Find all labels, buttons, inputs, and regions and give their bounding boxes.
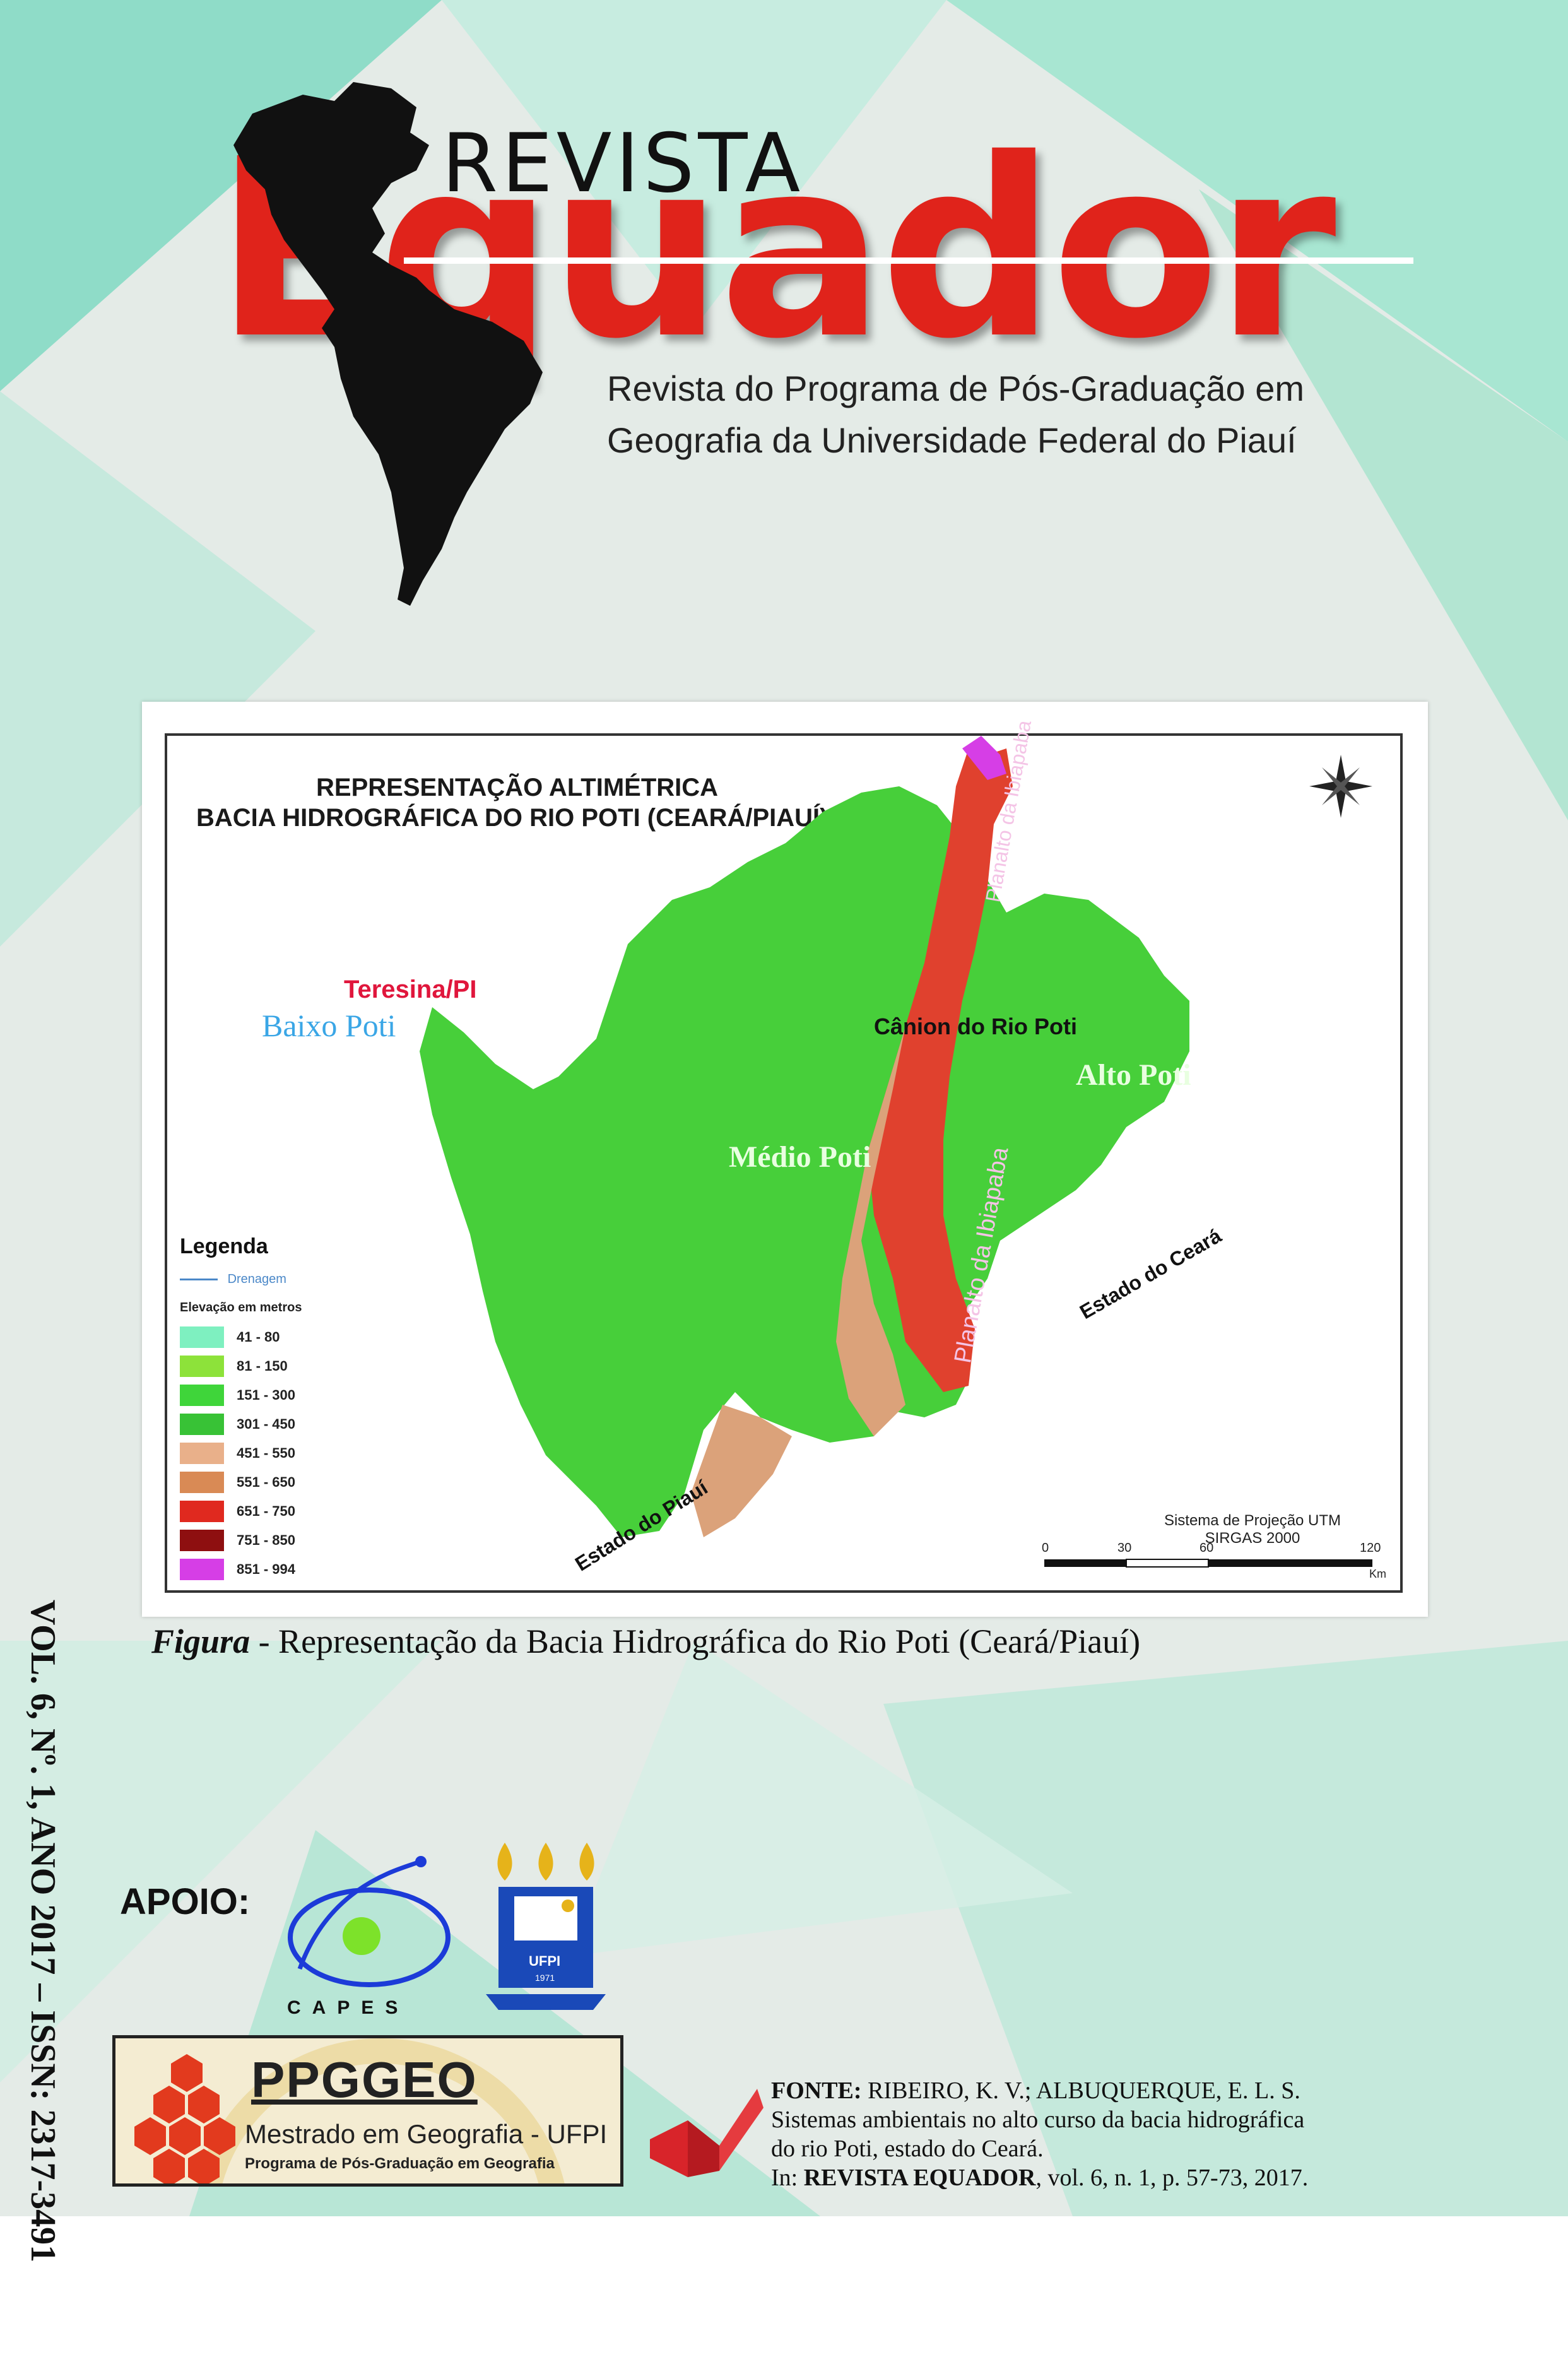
caption-text: - Representação da Bacia Hidrográfica do… — [250, 1622, 1141, 1660]
legend-drainage: Drenagem — [180, 1272, 286, 1287]
peak-shape — [962, 736, 1006, 780]
label-alto-poti: Alto Poti — [1076, 1058, 1191, 1092]
basin-map — [420, 736, 1372, 1568]
legend-swatch — [180, 1559, 224, 1580]
capes-logo-icon — [288, 1856, 451, 1987]
ppggeo-subtitle-2: Programa de Pós-Graduação em Geografia — [245, 2155, 555, 2172]
legend-swatch — [180, 1443, 224, 1464]
source-citation: FONTE: RIBEIRO, K. V.; ALBUQUERQUE, E. L… — [771, 2076, 1415, 2192]
scale-bar — [1044, 1559, 1372, 1568]
tan-fringe-shape — [836, 1026, 905, 1436]
legend-row: 851 - 994 — [180, 1555, 295, 1584]
ppggeo-logo-box: PPGGEO Mestrado em Geografia - UFPI Prog… — [112, 2035, 623, 2187]
map-title-line-1: REPRESENTAÇÃO ALTIMÉTRICA — [316, 774, 719, 801]
legend-elevation-title: Elevação em metros — [180, 1301, 302, 1314]
legend-label: 301 - 450 — [237, 1416, 295, 1432]
hexagon-cluster-icon — [134, 2038, 565, 2183]
projection-line-2: SIRGAS 2000 — [1205, 1530, 1300, 1547]
ufpi-logo: UFPI 1971 — [486, 1843, 606, 2013]
ppggeo-title: PPGGEO — [251, 2052, 478, 2108]
legend-list: 41 - 80 81 - 150 151 - 300 301 - 450 451 - 5… — [180, 1323, 295, 1584]
subtitle-line-1: Revista do Programa de Pós-Graduação em — [607, 369, 1304, 408]
legend-title: Legenda — [180, 1234, 268, 1258]
projection-line-1: Sistema de Projeção UTM — [1164, 1512, 1341, 1529]
map-title-line-2: BACIA HIDROGRÁFICA DO RIO POTI (CEARÁ/PI… — [196, 804, 828, 832]
legend-swatch — [180, 1414, 224, 1435]
ufpi-year: 1971 — [535, 1973, 555, 1983]
legend-swatch — [180, 1326, 224, 1348]
ppggeo-subtitle: Mestrado em Geografia - UFPI — [245, 2119, 608, 2149]
legend-swatch — [180, 1530, 224, 1551]
legend-row: 41 - 80 — [180, 1323, 295, 1352]
map-figure: REPRESENTAÇÃO ALTIMÉTRICA BACIA HIDROGRÁ… — [142, 702, 1428, 1617]
label-medio-poti: Médio Poti — [729, 1140, 871, 1174]
legend-swatch — [180, 1501, 224, 1522]
legend-swatch — [180, 1472, 224, 1493]
legend-swatch — [180, 1356, 224, 1377]
spine-volume-info: VOL. 6, Nº. 1, ANO 2017 – ISSN: 2317-349… — [23, 1599, 62, 2263]
legend-label: 41 - 80 — [237, 1329, 280, 1345]
sw-tan-shape — [691, 1405, 792, 1537]
label-canion: Cânion do Rio Poti — [874, 1013, 1077, 1039]
label-baixo-poti: Baixo Poti — [262, 1008, 396, 1043]
label-teresina: Teresina/PI — [344, 976, 477, 1003]
drainage-line-icon — [180, 1279, 218, 1281]
citation-line-4: In: REVISTA EQUADOR, vol. 6, n. 1, p. 57… — [771, 2163, 1415, 2192]
legend-label: 551 - 650 — [237, 1474, 295, 1490]
legend-swatch — [180, 1385, 224, 1406]
fonte-label: FONTE: — [771, 2077, 862, 2104]
scale-tick-0: 0 — [1042, 1541, 1049, 1555]
compass-rose-icon — [1309, 755, 1372, 818]
legend-row: 151 - 300 — [180, 1381, 295, 1410]
legend-row: 451 - 550 — [180, 1439, 295, 1468]
legend-row: 551 - 650 — [180, 1468, 295, 1497]
citation-line-1: FONTE: RIBEIRO, K. V.; ALBUQUERQUE, E. L… — [771, 2076, 1415, 2105]
legend-row: 81 - 150 — [180, 1352, 295, 1381]
scale-tick-60: 60 — [1200, 1541, 1214, 1555]
citation-line-2: Sistemas ambientais no alto curso da bac… — [771, 2106, 1305, 2133]
journal-subtitle: Revista do Programa de Pós-Graduação em … — [607, 363, 1396, 466]
caption-figura: Figura — [151, 1622, 251, 1660]
legend-label: 651 - 750 — [237, 1503, 295, 1519]
legend-label: 151 - 300 — [237, 1387, 295, 1403]
basin-shape — [420, 786, 1189, 1537]
publisher-ribbon-icon — [650, 2089, 763, 2177]
legend-label: 451 - 550 — [237, 1445, 295, 1461]
fonte-in: In: — [771, 2165, 804, 2191]
citation-line-3: do rio Poti, estado do Ceará. — [771, 2135, 1044, 2162]
legend-label: 751 - 850 — [237, 1532, 295, 1548]
subtitle-line-2: Geografia da Universidade Federal do Pia… — [607, 420, 1297, 460]
map-title: REPRESENTAÇÃO ALTIMÉTRICA BACIA HIDROGRÁ… — [196, 772, 828, 833]
legend-label: 851 - 994 — [237, 1561, 295, 1577]
legend-drainage-label: Drenagem — [227, 1272, 286, 1286]
figure-caption: Figura - Representação da Bacia Hidrográ… — [151, 1622, 1420, 1661]
legend-label: 81 - 150 — [237, 1358, 288, 1374]
scale-tick-30: 30 — [1117, 1541, 1132, 1555]
ufpi-badge-text: UFPI — [529, 1953, 561, 1969]
capes-label: CAPES — [287, 1997, 410, 2018]
apoio-label: APOIO: — [120, 1881, 251, 1922]
fonte-journal: REVISTA EQUADOR — [803, 2165, 1036, 2191]
legend-row: 751 - 850 — [180, 1526, 295, 1555]
logo-divider — [404, 257, 1413, 264]
legend-row: 651 - 750 — [180, 1497, 295, 1526]
map-frame: REPRESENTAÇÃO ALTIMÉTRICA BACIA HIDROGRÁ… — [165, 719, 1403, 1593]
americas-silhouette-icon — [233, 82, 543, 606]
fonte-citation: , vol. 6, n. 1, p. 57-73, 2017. — [1035, 2165, 1309, 2191]
logo-revista: REVISTA — [442, 117, 805, 211]
fonte-authors: RIBEIRO, K. V.; ALBUQUERQUE, E. L. S. — [861, 2077, 1300, 2104]
scale-unit: Km — [1369, 1568, 1386, 1580]
projection-note: Sistema de Projeção UTM SIRGAS 2000 — [1158, 1512, 1347, 1547]
scale-tick-120: 120 — [1360, 1541, 1381, 1555]
legend-row: 301 - 450 — [180, 1410, 295, 1439]
ufpi-crest-icon — [486, 1843, 606, 2010]
ridge-shape — [868, 748, 1013, 1392]
